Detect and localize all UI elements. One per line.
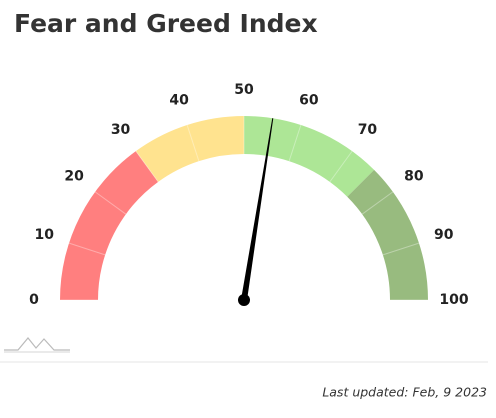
tick-divider	[135, 150, 159, 183]
tick-label: 0	[29, 292, 39, 308]
tick-divider	[68, 242, 106, 256]
tick-label: 70	[358, 122, 378, 138]
tick-label: 60	[299, 92, 319, 108]
gauge-band	[347, 169, 428, 300]
last-updated: Last updated: Feb, 9 2023	[322, 385, 487, 400]
tick-label: 40	[169, 92, 189, 108]
gauge-band	[60, 151, 159, 300]
logo-icon	[4, 337, 70, 353]
needle	[241, 118, 274, 301]
tick-divider	[361, 191, 394, 215]
tick-divider	[329, 150, 353, 183]
tick-divider	[288, 124, 302, 162]
tick-label: 20	[64, 169, 84, 185]
tick-divider	[186, 124, 200, 162]
gauge-band	[135, 116, 244, 182]
tick-label: 100	[439, 292, 468, 308]
tick-label: 30	[111, 122, 131, 138]
tick-label: 50	[234, 82, 254, 98]
tick-label: 10	[35, 227, 55, 243]
gauge-band	[244, 116, 375, 197]
chart-title: Fear and Greed Index	[14, 9, 318, 38]
tick-label: 80	[404, 169, 424, 185]
tick-divider	[382, 242, 420, 256]
needle-hub	[238, 294, 250, 306]
tick-divider	[94, 191, 127, 215]
tick-label: 90	[434, 227, 454, 243]
